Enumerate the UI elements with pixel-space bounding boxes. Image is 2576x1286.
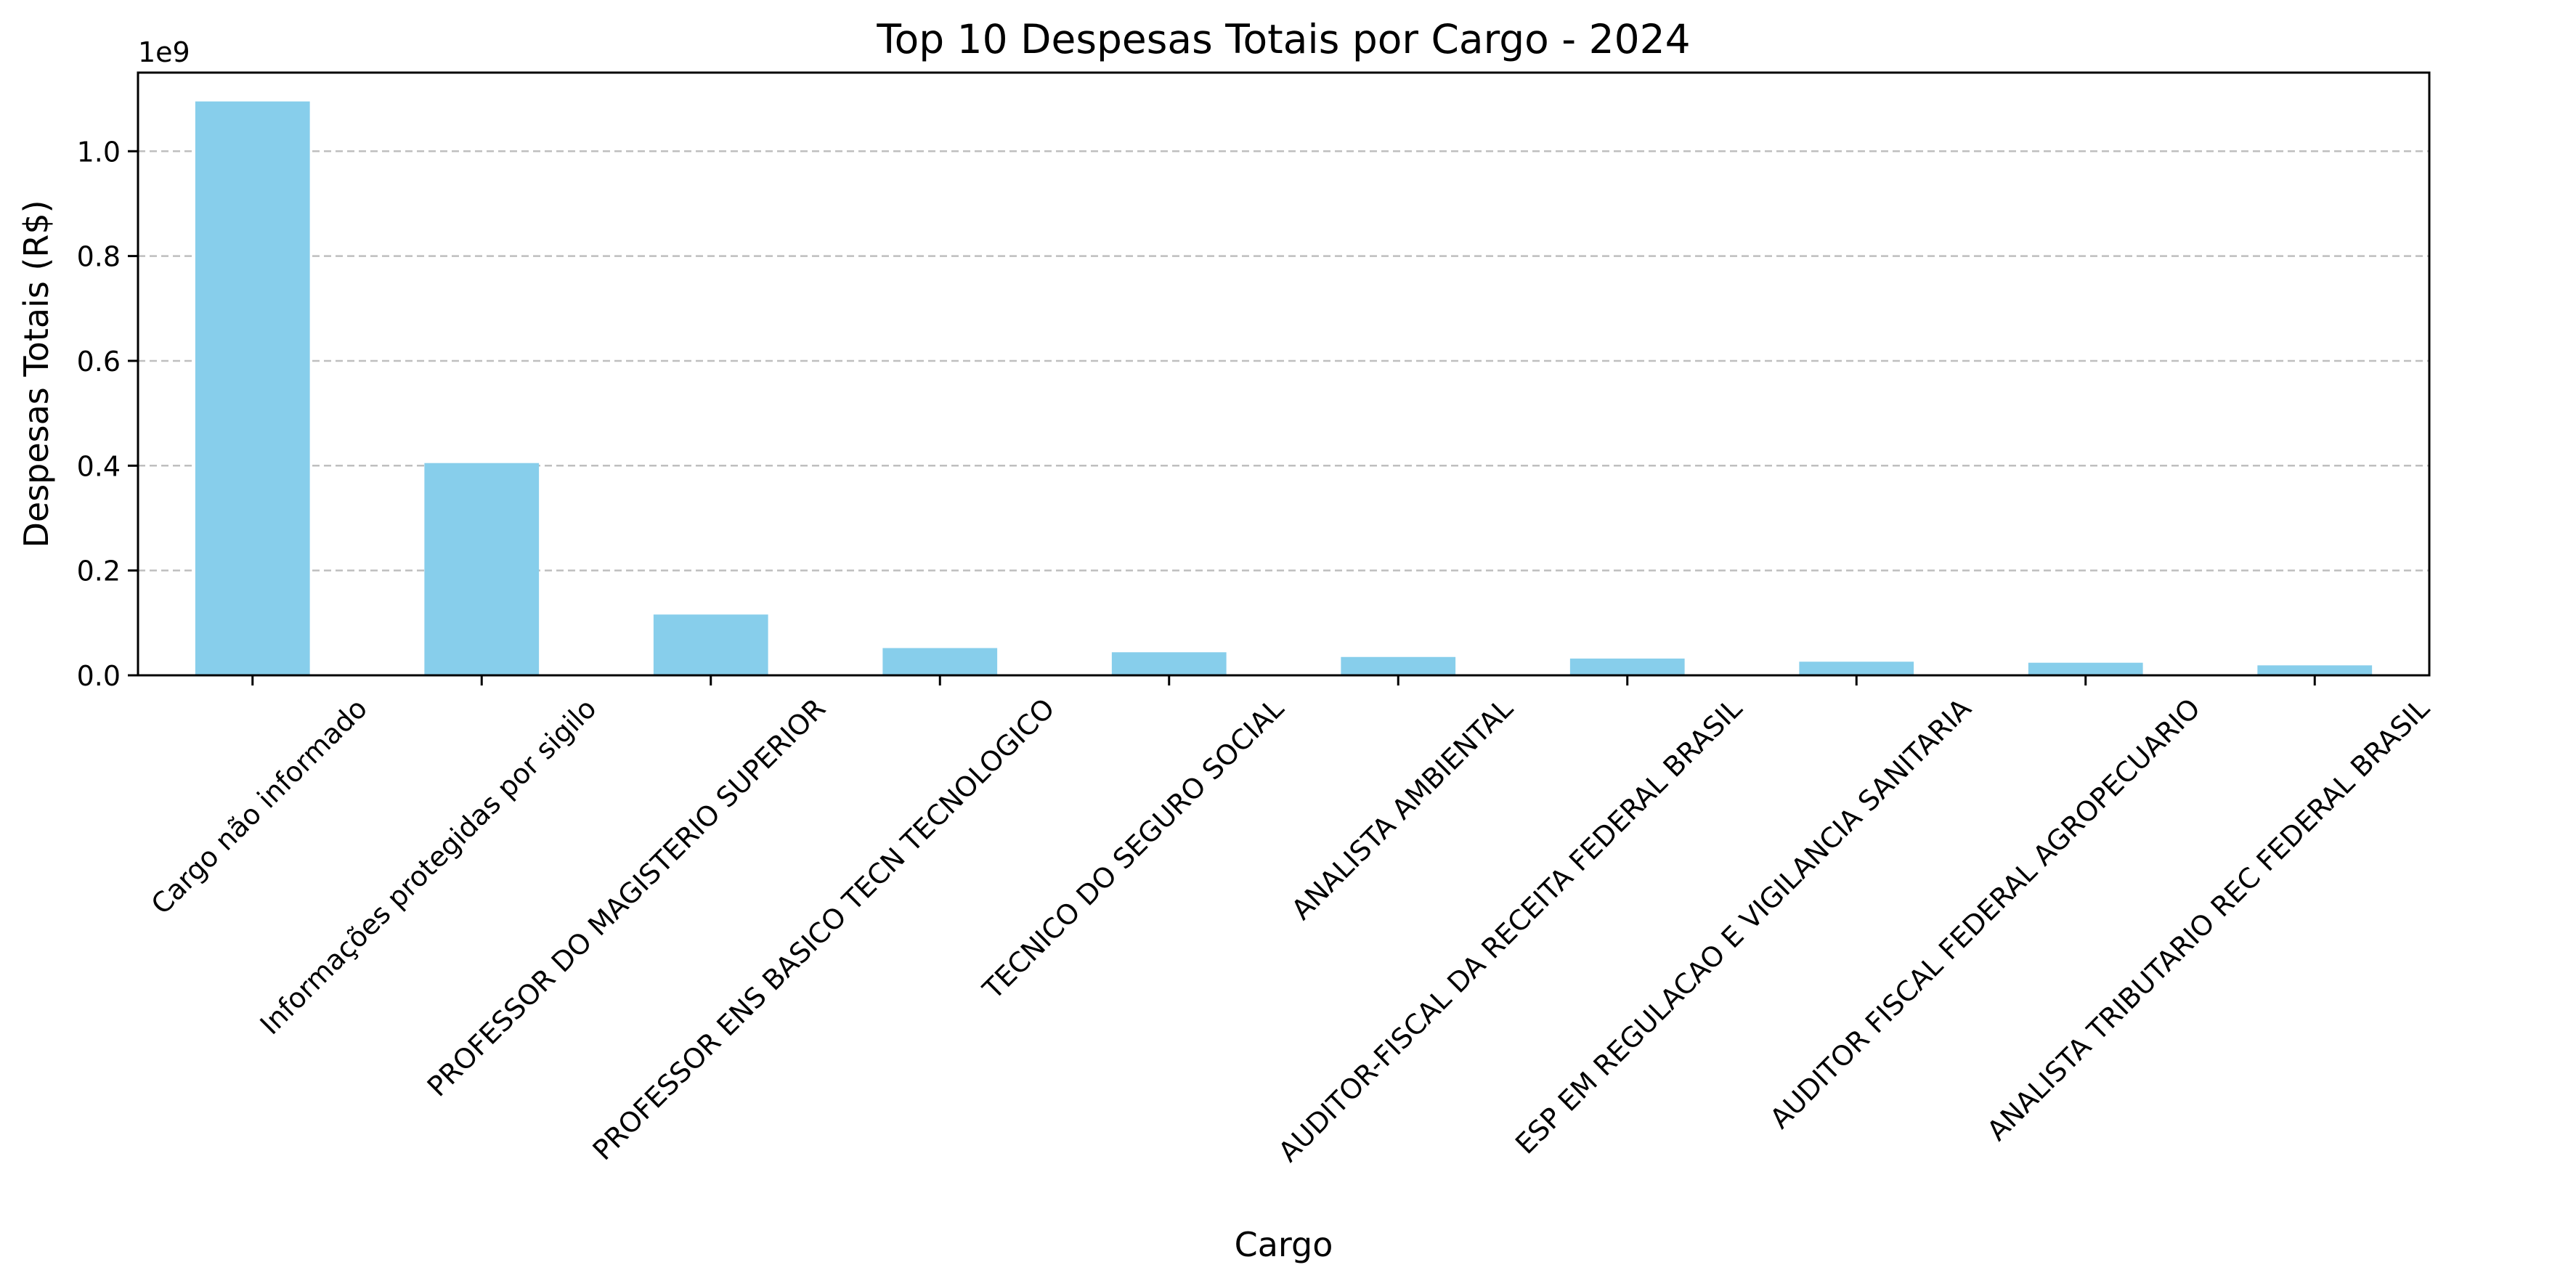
bar [882, 648, 998, 675]
chart-title: Top 10 Despesas Totais por Cargo - 2024 [876, 16, 1690, 62]
bar [424, 463, 540, 675]
bar [2257, 665, 2373, 675]
x-axis-label: Cargo [1235, 1225, 1333, 1264]
bar [195, 101, 310, 675]
bars [195, 101, 2373, 675]
y-axis-label: Despesas Totais (R$) [17, 200, 56, 548]
bar [1569, 658, 1685, 675]
y-axis-offset-label: 1e9 [138, 36, 190, 68]
bar [1111, 652, 1227, 675]
y-tick-label: 0.6 [77, 346, 121, 378]
y-tick-label: 0.8 [77, 241, 121, 273]
y-axis-ticks: 0.0 0.2 0.4 0.6 0.8 1.0 [77, 136, 138, 692]
grid-lines [138, 150, 2429, 571]
y-tick-label: 0.0 [77, 660, 121, 692]
bar [1341, 656, 1456, 675]
bar [653, 614, 768, 675]
y-tick-label: 0.2 [77, 555, 121, 587]
plot-frame [137, 71, 2431, 677]
bar [1799, 662, 1914, 675]
bar [2028, 662, 2143, 675]
y-tick-label: 1.0 [77, 136, 121, 168]
y-tick-label: 0.4 [77, 450, 121, 482]
